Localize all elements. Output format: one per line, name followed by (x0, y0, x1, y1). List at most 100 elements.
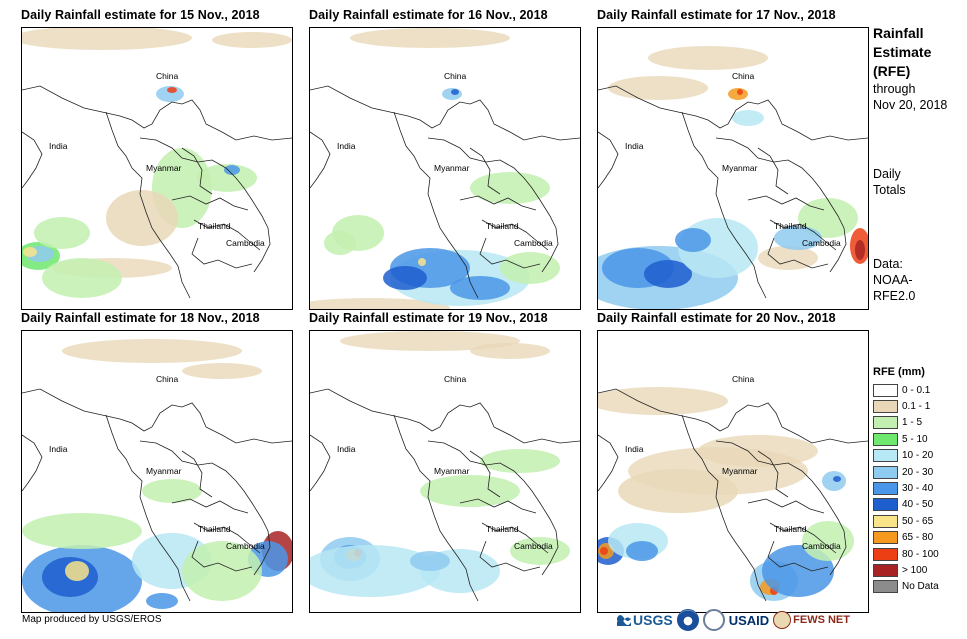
country-label-myanmar: Myanmar (722, 163, 758, 173)
sidebar-data-source: Data: NOAA- RFE2.0 (873, 256, 915, 304)
map-canvas (310, 28, 580, 309)
rainfall-area (802, 521, 854, 561)
legend-item: 40 - 50 (873, 497, 965, 513)
country-label-cambodia: Cambodia (802, 541, 841, 551)
country-border (469, 450, 501, 498)
country-border (205, 426, 292, 444)
country-border (193, 219, 261, 251)
usaid-logo: USAID (728, 612, 770, 628)
country-border (139, 440, 271, 576)
country-border (479, 540, 541, 572)
country-border (598, 85, 783, 129)
rainfall-area (142, 479, 202, 503)
country-label-myanmar: Myanmar (434, 466, 470, 476)
country-label-myanmar: Myanmar (722, 466, 758, 476)
through-label: through (873, 82, 916, 96)
rainfall-area (167, 87, 177, 93)
rainfall-map: China India Myanmar Thailand Cambodia (21, 330, 293, 613)
country-label-cambodia: Cambodia (802, 238, 841, 248)
country-border (310, 85, 495, 129)
legend-label: No Data (902, 581, 939, 593)
legend-item: 30 - 40 (873, 480, 965, 496)
country-border (393, 111, 479, 299)
country-label-india: India (337, 444, 356, 454)
country-border (459, 195, 537, 211)
rainfall-area (22, 513, 142, 549)
country-label-india: India (49, 444, 68, 454)
rainfall-area (22, 28, 192, 50)
country-border (469, 147, 501, 195)
rainfall-area (34, 217, 90, 249)
title-line: (RFE) (873, 63, 911, 79)
country-label-china: China (156, 71, 179, 81)
rainfall-area (608, 76, 708, 100)
country-label-india: India (337, 141, 356, 151)
panel-title: Daily Rainfall estimate for 18 Nov., 201… (21, 311, 260, 325)
legend-item: 20 - 30 (873, 464, 965, 480)
rainfall-area (418, 258, 426, 266)
country-border (747, 498, 825, 514)
country-border (393, 414, 479, 602)
rainfall-area (65, 561, 89, 581)
country-border (310, 131, 331, 189)
fewsnet-text: FEWS NET (793, 614, 850, 626)
country-border (681, 111, 767, 299)
country-label-myanmar: Myanmar (434, 163, 470, 173)
country-border (598, 131, 619, 189)
legend-item: 0 - 0.1 (873, 382, 965, 398)
country-border (681, 414, 767, 602)
country-border (22, 388, 207, 432)
rainfall-area (774, 226, 822, 250)
country-border (493, 123, 580, 141)
rainfall-area (451, 89, 459, 95)
legend-item: 65 - 80 (873, 530, 965, 546)
country-border (427, 440, 559, 576)
rainfall-area (798, 198, 858, 238)
legend-item: 80 - 100 (873, 546, 965, 562)
rainfall-area (42, 258, 122, 298)
country-border (310, 388, 495, 432)
rainfall-area (675, 228, 711, 252)
map-canvas (22, 28, 292, 299)
country-label-thailand: Thailand (198, 524, 231, 534)
country-label-india: India (625, 444, 644, 454)
country-label-cambodia: Cambodia (226, 541, 265, 551)
country-border (598, 388, 783, 432)
country-label-india: India (49, 141, 68, 151)
legend-label: 10 - 20 (902, 450, 934, 462)
country-border (757, 450, 789, 498)
rainfall-area (470, 343, 550, 359)
rainfall-area (23, 247, 37, 257)
country-border (181, 147, 213, 195)
legend-label: 0 - 0.1 (902, 384, 931, 396)
legend-swatch (873, 383, 898, 397)
legend-swatch (873, 482, 898, 496)
country-border (479, 237, 541, 269)
country-label-china: China (156, 374, 179, 384)
country-border (747, 195, 825, 211)
map-canvas (598, 387, 868, 602)
country-label-cambodia: Cambodia (514, 238, 553, 248)
country-label-cambodia: Cambodia (226, 238, 265, 248)
legend-swatch (873, 580, 898, 594)
rainfall-area (410, 551, 450, 571)
through-date: Nov 20, 2018 (873, 98, 948, 112)
country-border (139, 137, 271, 273)
country-border (105, 111, 191, 299)
country-border (715, 440, 847, 576)
totals-line: Totals (873, 183, 906, 197)
rainfall-area (420, 475, 520, 507)
country-border (769, 522, 837, 554)
country-border (171, 195, 249, 211)
rainfall-area (62, 339, 242, 363)
legend-item: 50 - 65 (873, 513, 965, 529)
country-border (598, 434, 619, 492)
legend-label: 30 - 40 (902, 483, 934, 495)
country-border (715, 137, 847, 273)
legend-label: 40 - 50 (902, 499, 934, 511)
rainfall-area (855, 240, 865, 260)
country-label-china: China (444, 71, 467, 81)
legend-label: 0.1 - 1 (902, 401, 931, 413)
rainfall-area (106, 190, 178, 246)
legend-item: 10 - 20 (873, 448, 965, 464)
